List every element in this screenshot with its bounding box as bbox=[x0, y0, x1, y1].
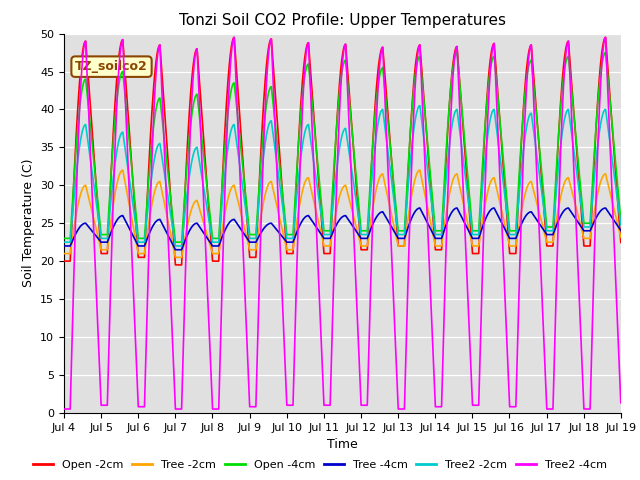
Text: TZ_soilco2: TZ_soilco2 bbox=[75, 60, 148, 73]
X-axis label: Time: Time bbox=[327, 438, 358, 451]
Y-axis label: Soil Temperature (C): Soil Temperature (C) bbox=[22, 159, 35, 288]
Legend: Open -2cm, Tree -2cm, Open -4cm, Tree -4cm, Tree2 -2cm, Tree2 -4cm: Open -2cm, Tree -2cm, Open -4cm, Tree -4… bbox=[28, 456, 612, 474]
Title: Tonzi Soil CO2 Profile: Upper Temperatures: Tonzi Soil CO2 Profile: Upper Temperatur… bbox=[179, 13, 506, 28]
